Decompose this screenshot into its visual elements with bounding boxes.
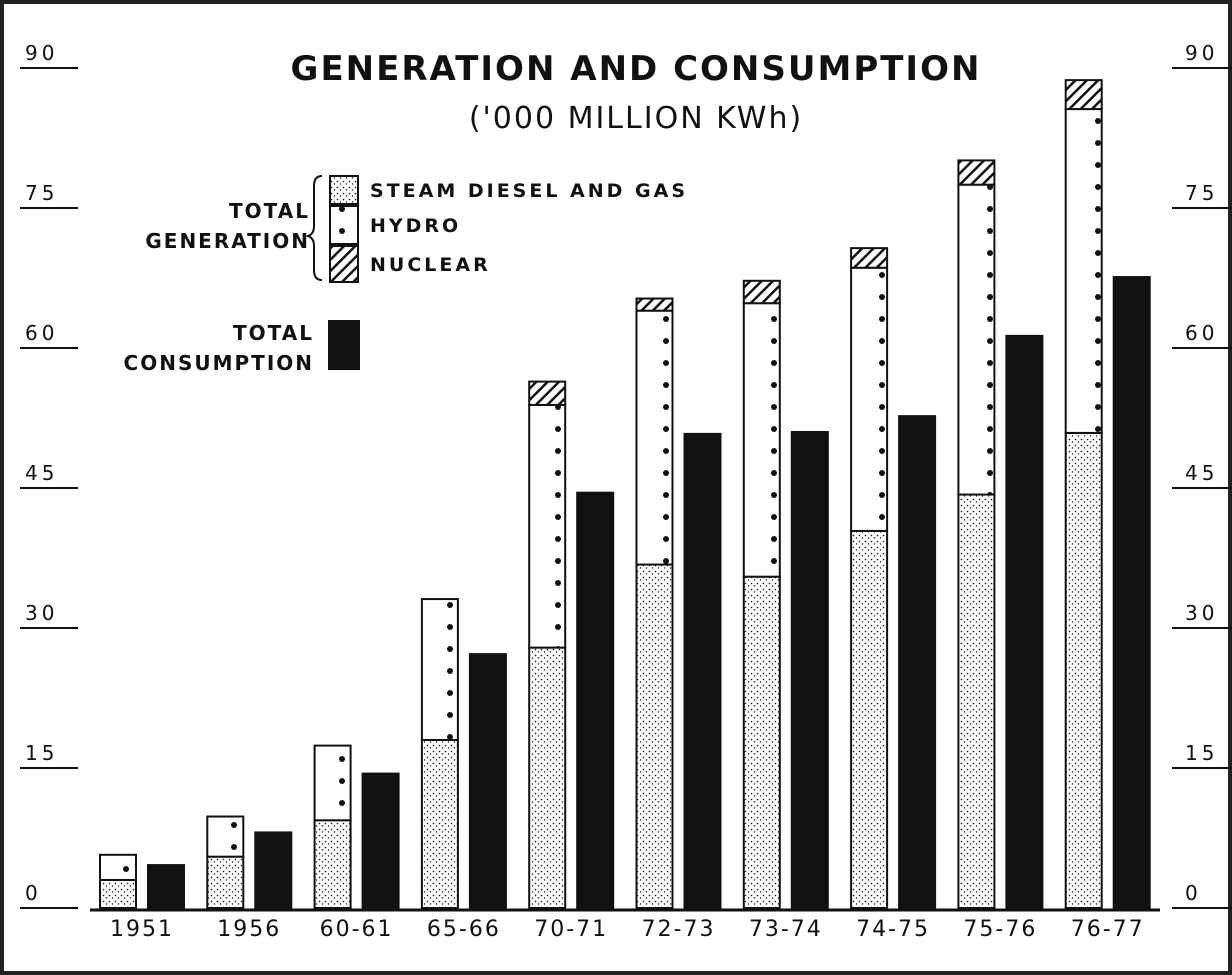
y-tick-label: 60: [25, 321, 58, 345]
bar-segment: [957, 183, 996, 496]
bar-segment: [1064, 108, 1103, 434]
bar-segment: [313, 744, 352, 822]
bar-segment: [742, 575, 781, 910]
y-tick-label: 15: [25, 741, 58, 765]
bar-segment: [206, 855, 245, 910]
y-tick-label: 0: [25, 881, 42, 905]
x-tick-label: 70-71: [534, 917, 608, 942]
bar-segment: [1064, 431, 1103, 909]
legend-label: HYDRO: [370, 215, 461, 237]
y-tick-label: 30: [25, 601, 58, 625]
y2-tick-label: 0: [1185, 881, 1202, 905]
y2-tick-label: 75: [1185, 181, 1218, 205]
bar-segment: [850, 529, 889, 910]
x-tick-label: 76-77: [1071, 917, 1145, 942]
bar-segment: [790, 431, 829, 909]
bar-segment: [361, 772, 400, 909]
bar-segment: [1112, 276, 1151, 910]
x-tick-label: 60-61: [320, 917, 394, 942]
bar-segment: [850, 247, 889, 269]
bar-segment: [254, 831, 293, 910]
bar-segment: [147, 864, 185, 909]
x-tick-label: 1956: [217, 917, 281, 942]
bar-segment: [850, 266, 889, 532]
bar-segment: [528, 646, 567, 909]
y-tick-label: 90: [25, 41, 58, 65]
bar-segment: [742, 302, 781, 578]
legend-swatch: [328, 320, 360, 370]
bar-segment: [957, 159, 996, 186]
legend-label: NUCLEAR: [370, 254, 491, 276]
x-tick-label: 65-66: [427, 917, 501, 942]
bar-segment: [576, 491, 615, 909]
bar-segment: [420, 598, 459, 741]
bar-segment: [1064, 79, 1103, 111]
bar-segment: [635, 309, 674, 566]
x-tick-label: 75-76: [963, 917, 1037, 942]
bar-segment: [683, 432, 722, 909]
legend-brace: [304, 175, 323, 281]
x-tick-label: 72-73: [642, 917, 716, 942]
bar-segment: [742, 279, 781, 305]
chart-title: GENERATION AND CONSUMPTION: [291, 49, 982, 89]
legend-label: STEAM DIESEL AND GAS: [370, 180, 688, 202]
y2-tick-label: 60: [1185, 321, 1218, 345]
bar-segment: [99, 853, 137, 881]
legend-label: TOTAL CONSUMPTION: [123, 321, 314, 375]
bar-segment: [420, 739, 459, 909]
generation-label: TOTAL GENERATION: [145, 199, 310, 253]
legend-swatch: [329, 205, 359, 245]
y2-tick-label: 15: [1185, 741, 1218, 765]
y2-tick-label: 90: [1185, 41, 1218, 65]
bar-segment: [468, 653, 507, 910]
bar-segment: [528, 403, 567, 649]
legend-swatch: [329, 175, 359, 205]
legend-swatch: [329, 245, 359, 283]
bar-segment: [898, 415, 937, 909]
bar-segment: [528, 380, 567, 406]
y-tick-label: 75: [25, 181, 58, 205]
bar-segment: [635, 297, 674, 312]
bar-segment: [99, 879, 137, 909]
y2-tick-label: 45: [1185, 461, 1218, 485]
x-tick-label: 73-74: [749, 917, 823, 942]
y2-tick-label: 30: [1185, 601, 1218, 625]
x-tick-label: 1951: [110, 917, 174, 942]
bar-segment: [206, 815, 245, 858]
chart-subtitle: ('000 MILLION KWh): [469, 101, 803, 136]
bar-segment: [957, 493, 996, 909]
bar-segment: [635, 563, 674, 909]
y-tick-label: 45: [25, 461, 58, 485]
x-tick-label: 74-75: [856, 917, 930, 942]
bar-segment: [313, 819, 352, 909]
bar-segment: [1005, 334, 1044, 910]
